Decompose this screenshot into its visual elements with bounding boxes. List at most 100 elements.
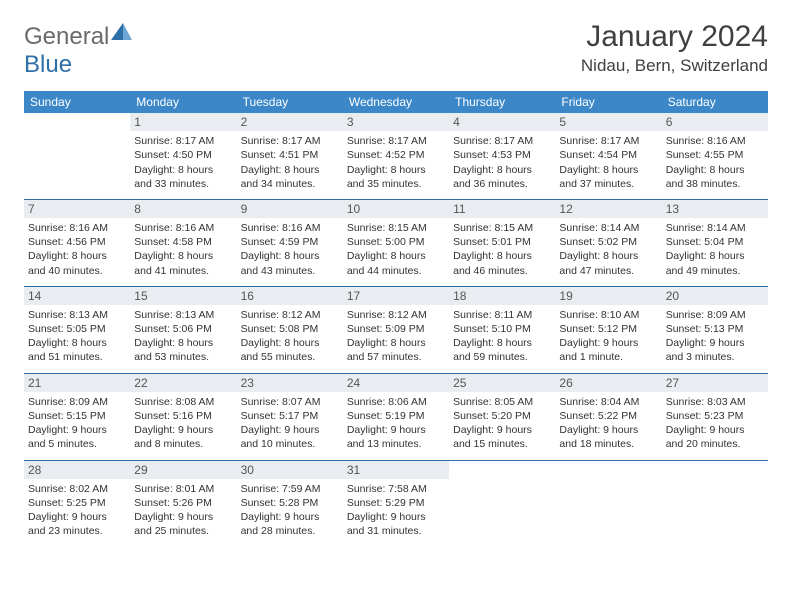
day-details: Sunrise: 8:15 AMSunset: 5:00 PMDaylight:… [347,221,445,278]
day-cell: 11Sunrise: 8:15 AMSunset: 5:01 PMDayligh… [449,199,555,286]
day-detail-line: and 13 minutes. [347,437,445,451]
day-cell: 21Sunrise: 8:09 AMSunset: 5:15 PMDayligh… [24,373,130,460]
day-number: 2 [237,113,343,131]
day-detail-line: Daylight: 9 hours [453,423,551,437]
day-number: 27 [662,374,768,392]
day-details: Sunrise: 8:17 AMSunset: 4:50 PMDaylight:… [134,134,232,191]
day-detail-line: Sunrise: 8:04 AM [559,395,657,409]
empty-cell [449,460,555,546]
day-detail-line: Daylight: 9 hours [347,423,445,437]
day-detail-line: Sunrise: 8:08 AM [134,395,232,409]
day-detail-line: Sunrise: 8:13 AM [28,308,126,322]
day-detail-line: Sunset: 5:13 PM [666,322,764,336]
day-cell: 26 Sunrise: 8:04 AMSunset: 5:22 PMDayligh… [555,373,661,460]
week-row: 1Sunrise: 8:17 AMSunset: 4:50 PMDaylight… [24,113,768,199]
day-detail-line: Sunset: 5:12 PM [559,322,657,336]
day-detail-line: Sunrise: 8:16 AM [28,221,126,235]
day-detail-line: Sunset: 4:55 PM [666,148,764,162]
day-detail-line: Daylight: 8 hours [559,249,657,263]
day-detail-line: Sunset: 4:52 PM [347,148,445,162]
day-cell: 31Sunrise: 7:58 AMSunset: 5:29 PMDayligh… [343,460,449,546]
day-details: Sunrise: 8:17 AMSunset: 4:53 PMDaylight:… [453,134,551,191]
day-detail-line: Sunrise: 8:06 AM [347,395,445,409]
day-details: Sunrise: 8:15 AMSunset: 5:01 PMDaylight:… [453,221,551,278]
location: Nidau, Bern, Switzerland [581,56,768,76]
day-detail-line: Sunrise: 8:02 AM [28,482,126,496]
day-detail-line: Daylight: 9 hours [28,510,126,524]
day-detail-line: and 8 minutes. [134,437,232,451]
day-details: Sunrise: 8:12 AMSunset: 5:08 PMDaylight:… [241,308,339,365]
day-detail-line: Sunset: 5:02 PM [559,235,657,249]
day-detail-line: Sunrise: 8:10 AM [559,308,657,322]
day-detail-line: Sunset: 5:20 PM [453,409,551,423]
weekday-header: Tuesday [237,91,343,113]
day-detail-line: Sunset: 5:25 PM [28,496,126,510]
day-detail-line: Sunrise: 8:17 AM [134,134,232,148]
week-row: 28Sunrise: 8:02 AMSunset: 5:25 PMDayligh… [24,460,768,546]
weekday-header: Sunday [24,91,130,113]
day-cell: 17Sunrise: 8:12 AMSunset: 5:09 PMDayligh… [343,286,449,373]
day-detail-line: Sunrise: 8:14 AM [666,221,764,235]
day-detail-line: and 47 minutes. [559,264,657,278]
month-title: January 2024 [581,20,768,54]
day-number: 24 [343,374,449,392]
day-detail-line: and 20 minutes. [666,437,764,451]
day-cell: 16Sunrise: 8:12 AMSunset: 5:08 PMDayligh… [237,286,343,373]
day-cell: 30Sunrise: 7:59 AMSunset: 5:28 PMDayligh… [237,460,343,546]
day-cell: 12Sunrise: 8:14 AMSunset: 5:02 PMDayligh… [555,199,661,286]
day-detail-line: Daylight: 8 hours [241,163,339,177]
day-details: Sunrise: 8:04 AMSunset: 5:22 PMDaylight:… [559,395,657,452]
day-detail-line: Sunset: 5:04 PM [666,235,764,249]
day-number: 10 [343,200,449,218]
day-detail-line: Daylight: 8 hours [347,163,445,177]
day-number: 7 [24,200,130,218]
day-details: Sunrise: 8:16 AMSunset: 4:58 PMDaylight:… [134,221,232,278]
day-detail-line: Sunset: 5:28 PM [241,496,339,510]
weekday-header: Thursday [449,91,555,113]
day-detail-line: Sunrise: 8:13 AM [134,308,232,322]
day-cell: 27Sunrise: 8:03 AMSunset: 5:23 PMDayligh… [662,373,768,460]
day-detail-line: Sunrise: 8:16 AM [666,134,764,148]
day-details: Sunrise: 8:10 AMSunset: 5:12 PMDaylight:… [559,308,657,365]
day-detail-line: Daylight: 8 hours [453,163,551,177]
day-detail-line: and 15 minutes. [453,437,551,451]
day-detail-line: and 31 minutes. [347,524,445,538]
day-cell: 13Sunrise: 8:14 AMSunset: 5:04 PMDayligh… [662,199,768,286]
day-number: 21 [24,374,130,392]
day-details: Sunrise: 8:06 AMSunset: 5:19 PMDaylight:… [347,395,445,452]
week-row: 21Sunrise: 8:09 AMSunset: 5:15 PMDayligh… [24,373,768,460]
day-details: Sunrise: 8:16 AMSunset: 4:55 PMDaylight:… [666,134,764,191]
day-detail-line: Sunset: 5:05 PM [28,322,126,336]
day-number: 13 [662,200,768,218]
day-detail-line: Sunrise: 8:15 AM [453,221,551,235]
day-number: 14 [24,287,130,305]
day-detail-line: Daylight: 8 hours [241,249,339,263]
day-number: 15 [130,287,236,305]
day-detail-line: and 3 minutes. [666,350,764,364]
day-detail-line: Daylight: 8 hours [347,249,445,263]
day-number: 22 [130,374,236,392]
day-details: Sunrise: 8:09 AMSunset: 5:13 PMDaylight:… [666,308,764,365]
day-detail-line: and 59 minutes. [453,350,551,364]
logo-text: General Blue [24,20,133,79]
header: General Blue January 2024 Nidau, Bern, S… [24,20,768,79]
day-details: Sunrise: 8:05 AMSunset: 5:20 PMDaylight:… [453,395,551,452]
day-details: Sunrise: 8:16 AMSunset: 4:56 PMDaylight:… [28,221,126,278]
day-cell: 2Sunrise: 8:17 AMSunset: 4:51 PMDaylight… [237,113,343,199]
day-details: Sunrise: 8:17 AMSunset: 4:54 PMDaylight:… [559,134,657,191]
day-detail-line: Sunset: 5:17 PM [241,409,339,423]
day-detail-line: and 23 minutes. [28,524,126,538]
day-cell: 8Sunrise: 8:16 AMSunset: 4:58 PMDaylight… [130,199,236,286]
day-cell: 5Sunrise: 8:17 AMSunset: 4:54 PMDaylight… [555,113,661,199]
day-detail-line: Sunset: 5:10 PM [453,322,551,336]
day-detail-line: Sunset: 4:50 PM [134,148,232,162]
day-detail-line: Sunrise: 8:12 AM [241,308,339,322]
day-number: 31 [343,461,449,479]
day-detail-line: Sunrise: 8:14 AM [559,221,657,235]
day-detail-line: Daylight: 9 hours [347,510,445,524]
day-detail-line: Sunset: 4:53 PM [453,148,551,162]
weekday-row: SundayMondayTuesdayWednesdayThursdayFrid… [24,91,768,113]
day-detail-line: Sunrise: 8:03 AM [666,395,764,409]
day-number: 26 [555,374,661,392]
day-detail-line: Daylight: 8 hours [559,163,657,177]
